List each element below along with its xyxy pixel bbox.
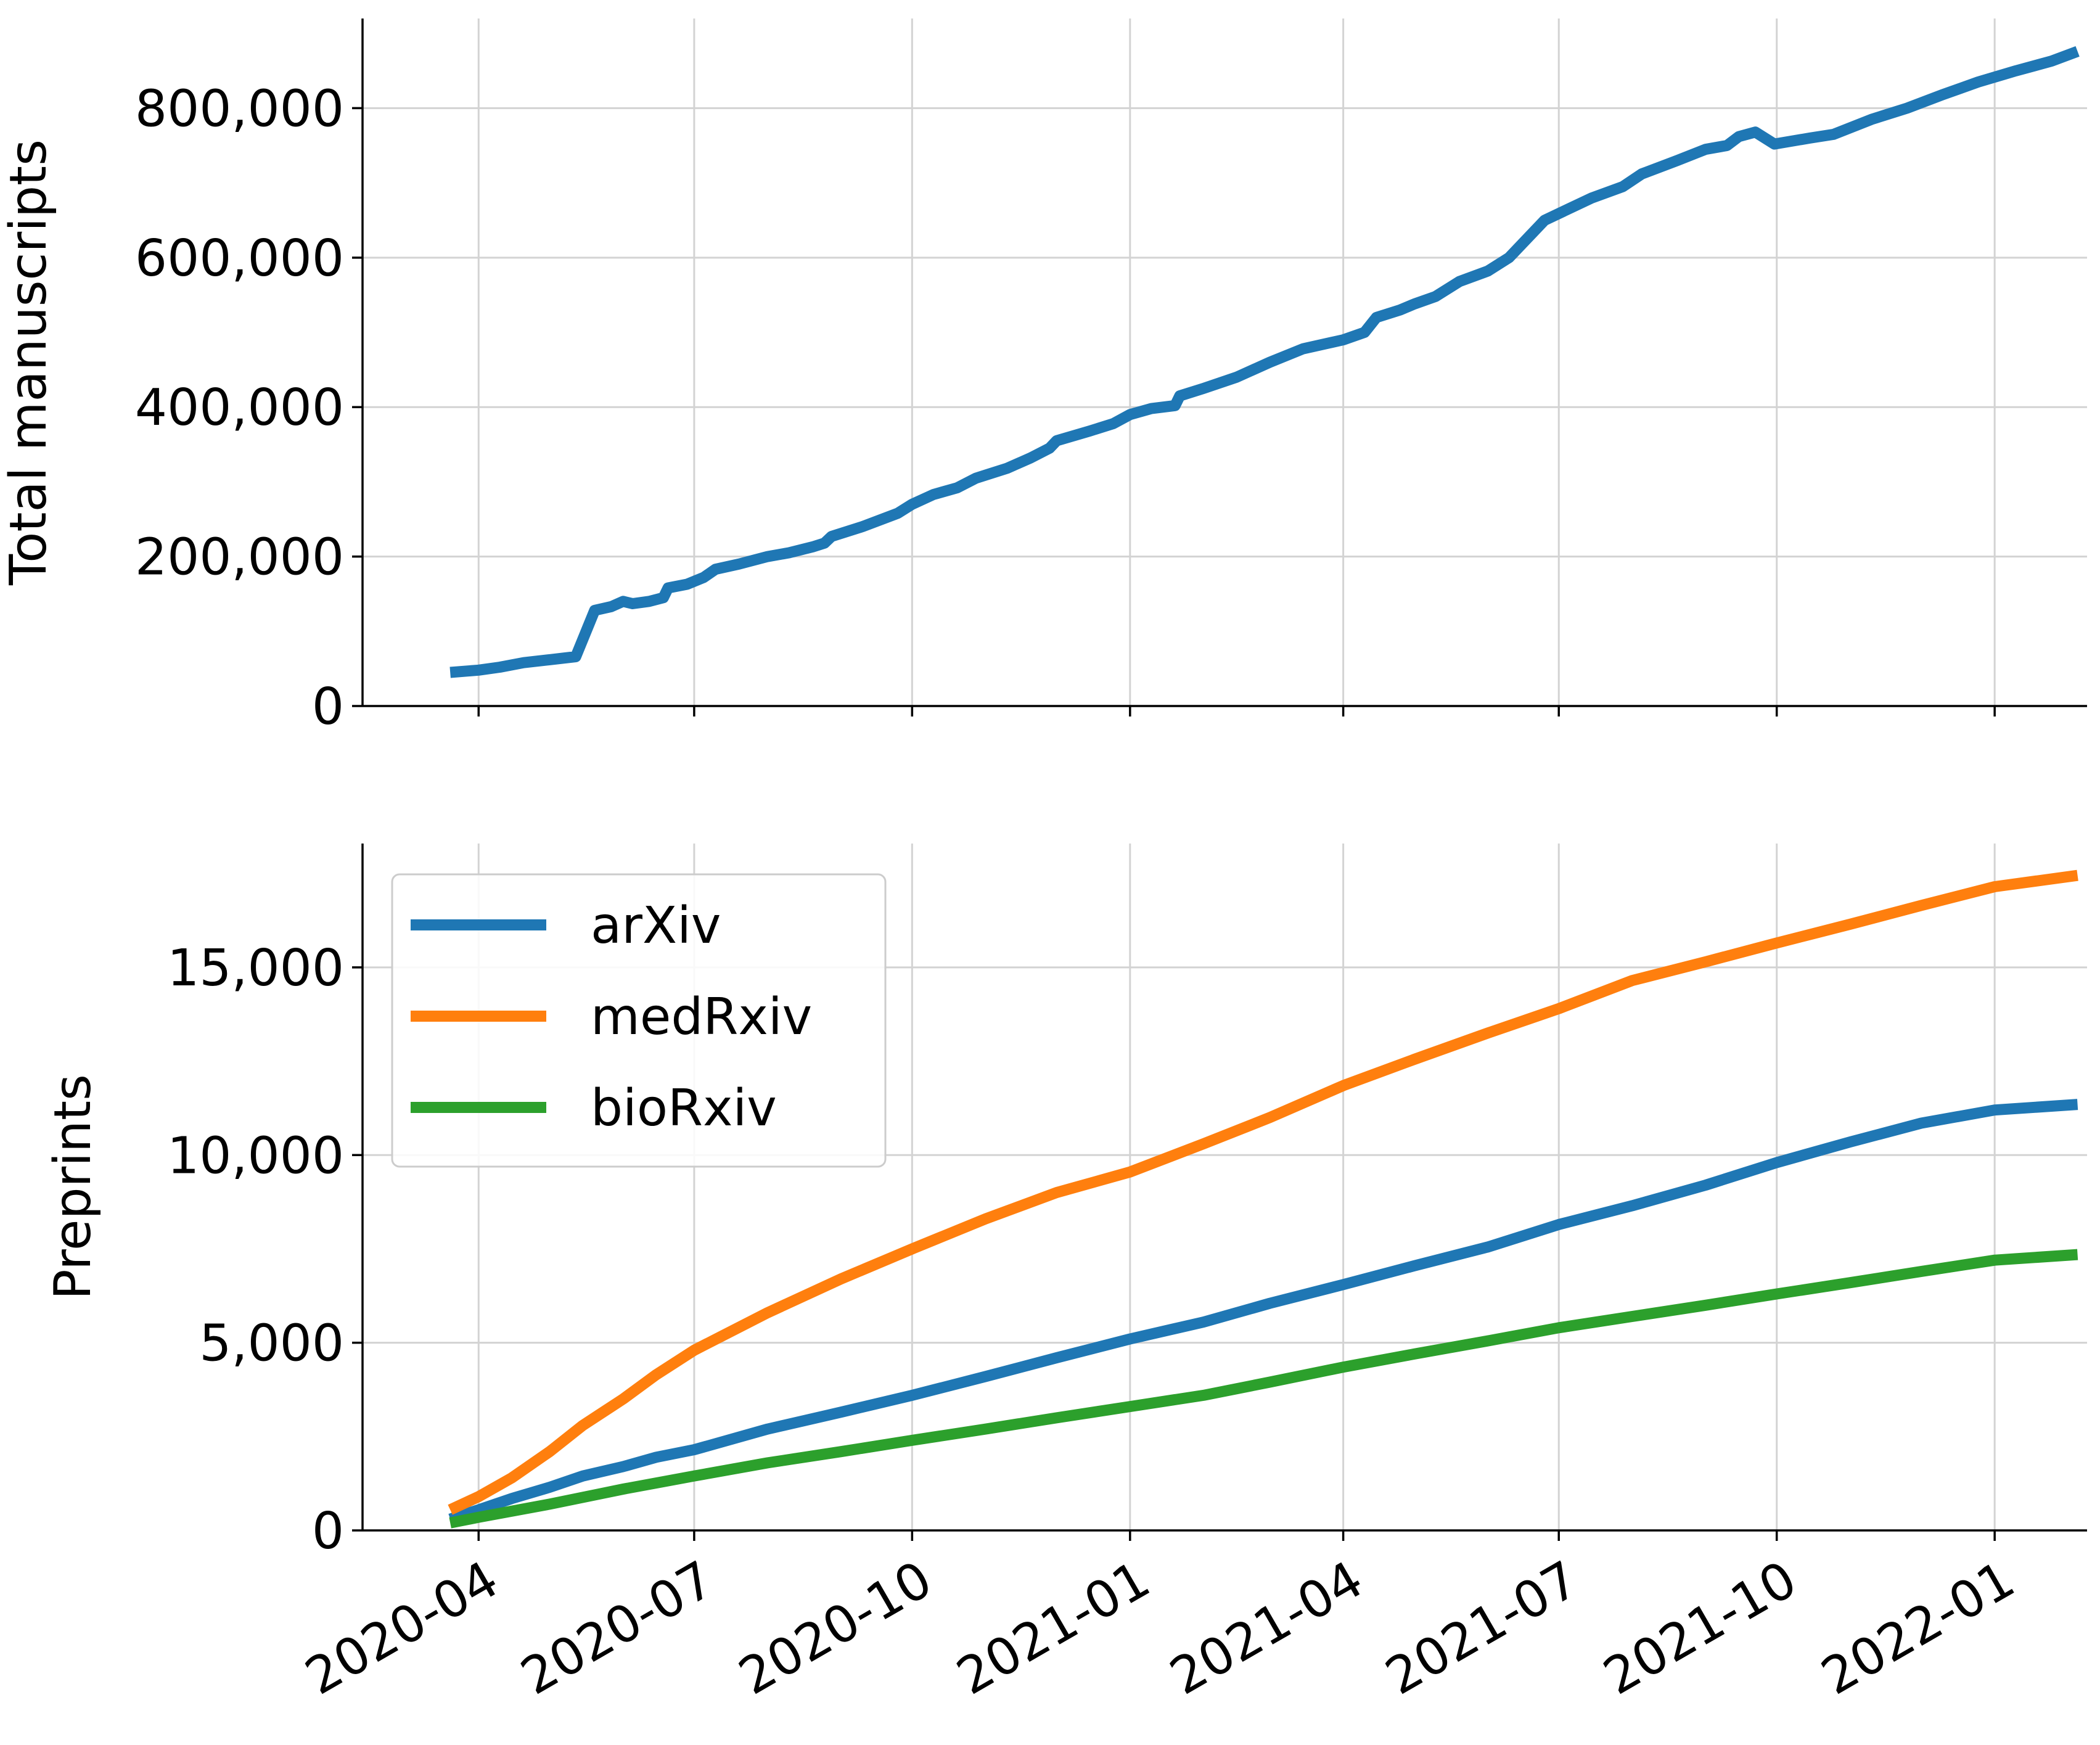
y-tick-label: 400,000	[135, 379, 344, 437]
y-tick-label: 15,000	[167, 939, 344, 998]
legend-label-arxiv: arXiv	[591, 897, 721, 955]
x-tick-label: 2021-07	[1376, 1550, 1588, 1707]
series-line-medrxiv	[448, 869, 2078, 1515]
x-tick-label: 2021-04	[1160, 1550, 1372, 1707]
x-tick-label: 2020-07	[512, 1550, 724, 1707]
legend-frame	[391, 873, 887, 1168]
x-tick-label: 2021-10	[1594, 1550, 1806, 1707]
top-panel: 0 200,000 400,000 600,000 800,000 Total manus…	[0, 18, 2087, 736]
y-tick-label: 200,000	[135, 528, 344, 587]
legend-label-medrxiv: medRxiv	[591, 988, 812, 1046]
legend: arXiv medRxiv bioRxiv	[391, 873, 887, 1168]
series-line-arxiv	[448, 1099, 2078, 1525]
x-tick-label: 2020-04	[296, 1550, 508, 1707]
y-axis-title: Preprints	[44, 1074, 102, 1300]
y-tick-label: 10,000	[167, 1127, 344, 1185]
y-tick-label: 0	[312, 678, 344, 736]
x-tick-label: 2020-10	[729, 1550, 941, 1707]
y-tick-label: 5,000	[199, 1315, 344, 1373]
y-axis-title: Total manuscripts	[0, 139, 58, 586]
legend-label-biorxiv: bioRxiv	[591, 1079, 777, 1138]
y-tick-label: 600,000	[135, 229, 344, 288]
x-tick-label: 2021-01	[948, 1550, 1160, 1707]
series-line-biorxiv	[449, 1249, 2078, 1529]
x-tick-label: 2022-01	[1812, 1550, 2024, 1707]
y-tick-label: 0	[312, 1502, 344, 1561]
series-line-total	[449, 46, 2080, 678]
y-tick-label: 800,000	[135, 80, 344, 138]
